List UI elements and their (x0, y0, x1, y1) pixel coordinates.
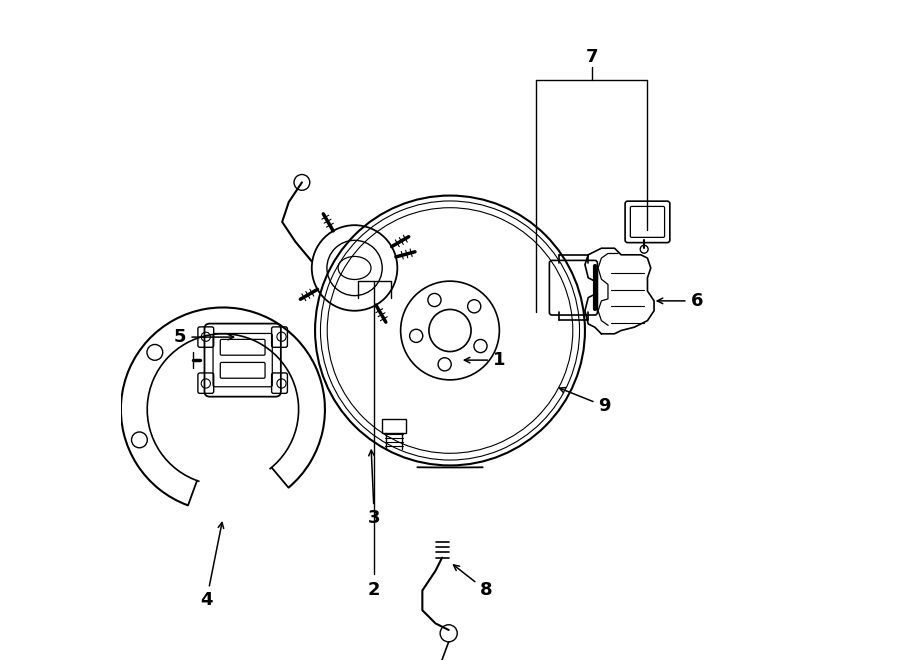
Text: 7: 7 (585, 48, 598, 66)
Text: 9: 9 (560, 387, 611, 415)
Text: 4: 4 (200, 522, 224, 609)
Text: 3: 3 (368, 450, 381, 527)
Text: 1: 1 (464, 351, 506, 369)
Text: 5: 5 (174, 328, 234, 346)
Text: 8: 8 (454, 565, 492, 600)
Text: 2: 2 (368, 582, 381, 600)
Text: 6: 6 (657, 292, 703, 310)
Bar (382, 419, 406, 432)
